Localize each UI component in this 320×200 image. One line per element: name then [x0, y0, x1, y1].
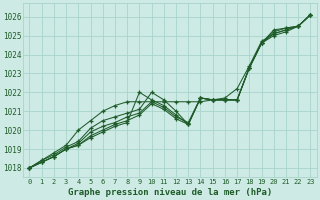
X-axis label: Graphe pression niveau de la mer (hPa): Graphe pression niveau de la mer (hPa) — [68, 188, 272, 197]
